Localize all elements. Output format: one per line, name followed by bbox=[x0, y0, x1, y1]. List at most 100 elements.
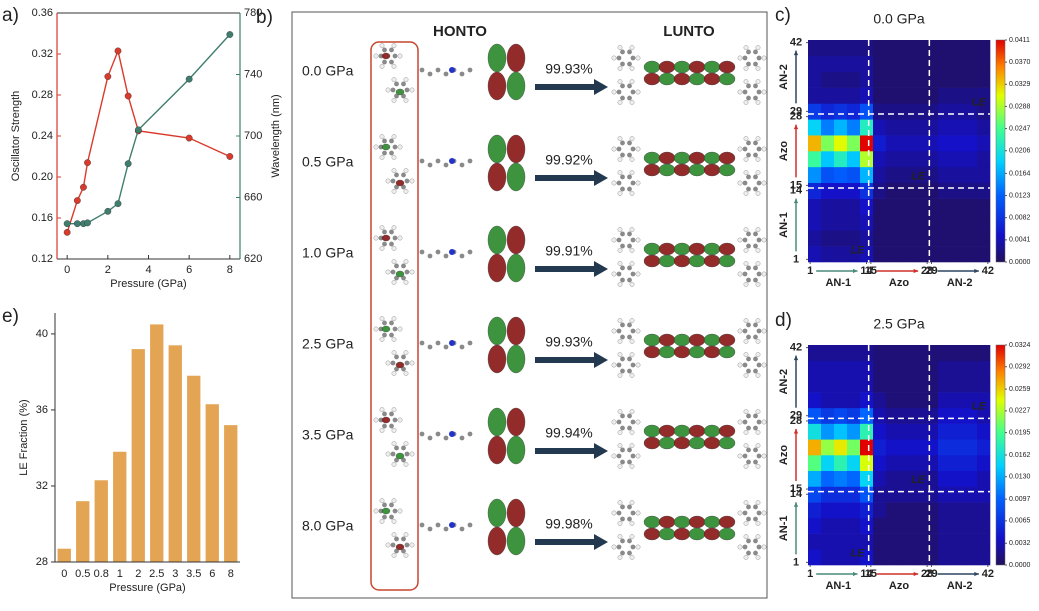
atom-c bbox=[392, 326, 398, 332]
atom-c bbox=[389, 411, 394, 417]
heatmap-cell bbox=[964, 182, 978, 199]
atom-c bbox=[382, 59, 387, 65]
orbital-lobe bbox=[643, 527, 661, 541]
bar bbox=[205, 404, 219, 562]
atom-h bbox=[737, 146, 743, 152]
heatmap-cell bbox=[860, 392, 874, 409]
atom-h bbox=[379, 407, 385, 413]
heatmap-cell bbox=[938, 103, 952, 120]
heatmap-cell bbox=[951, 151, 965, 168]
heatmap-cell bbox=[834, 55, 848, 73]
atom-h bbox=[761, 544, 767, 550]
atom-h bbox=[409, 360, 415, 366]
atom-h bbox=[617, 136, 623, 142]
orbital-lobe bbox=[688, 424, 706, 438]
arrow-head bbox=[852, 571, 858, 577]
atom-c bbox=[435, 67, 441, 73]
heatmap-cell bbox=[886, 135, 900, 152]
orbital-lobe bbox=[395, 179, 405, 187]
heatmap-cell bbox=[938, 40, 952, 57]
colorbar-tick-label: 0.0370 bbox=[1009, 59, 1031, 66]
x-tick-label: 1 bbox=[807, 265, 813, 277]
atom-c bbox=[753, 425, 758, 431]
annotation: LE bbox=[911, 170, 926, 182]
atom-c bbox=[742, 544, 748, 550]
colorbar-tick-label: 0.0041 bbox=[1009, 237, 1031, 244]
heatmap-cell bbox=[912, 230, 926, 247]
heatmap-cell bbox=[964, 423, 978, 440]
atom-h bbox=[755, 463, 761, 469]
orbital-lobe bbox=[718, 151, 736, 165]
atom-c bbox=[616, 328, 622, 334]
atom-h bbox=[743, 45, 749, 51]
heatmap-cell bbox=[821, 470, 835, 487]
orbital-lobe bbox=[487, 316, 507, 346]
atom-h bbox=[629, 500, 635, 506]
heatmap-cell bbox=[834, 119, 848, 136]
atom-h bbox=[617, 463, 623, 469]
heatmap-cell bbox=[964, 246, 978, 263]
heatmap-cell bbox=[860, 517, 874, 534]
heatmap-cell bbox=[808, 549, 822, 566]
heatmap-cell bbox=[912, 376, 926, 393]
heatmap-cell bbox=[925, 486, 939, 503]
heatmap-cell bbox=[860, 533, 874, 550]
atom-h bbox=[629, 45, 635, 51]
heatmap-cell bbox=[873, 376, 887, 393]
atom-h bbox=[761, 453, 767, 459]
heatmap-cell bbox=[938, 376, 952, 393]
heatmap-cell bbox=[951, 392, 965, 409]
group-label: AN-2 bbox=[947, 580, 973, 592]
heatmap-cell bbox=[977, 166, 991, 184]
atom-c bbox=[620, 356, 625, 362]
y-tick-label: 42 bbox=[790, 342, 802, 354]
atom-h bbox=[397, 235, 403, 241]
heatmap-cell bbox=[821, 87, 835, 104]
heatmap-cell bbox=[873, 230, 887, 247]
heatmap-cell bbox=[860, 151, 874, 168]
colorbar-tick-label: 0.0164 bbox=[1009, 170, 1031, 177]
heatmap-cell bbox=[808, 166, 822, 184]
series-point bbox=[104, 73, 112, 80]
orbital-lobe bbox=[506, 253, 526, 283]
heatmap-cell bbox=[925, 407, 939, 424]
atom-c bbox=[627, 334, 632, 340]
colorbar bbox=[995, 344, 1006, 566]
atom-h bbox=[761, 328, 767, 334]
orbital-lobe bbox=[688, 515, 706, 529]
atom-h bbox=[617, 65, 623, 71]
heatmap-cell bbox=[912, 502, 926, 519]
heatmap-cell bbox=[912, 135, 926, 152]
atom-h bbox=[403, 532, 409, 538]
series-point bbox=[185, 134, 193, 142]
heatmap-cell bbox=[951, 486, 965, 503]
atom-h bbox=[755, 338, 761, 344]
heatmap-cell bbox=[860, 166, 874, 184]
heatmap-cell bbox=[808, 182, 822, 199]
atom-h bbox=[391, 225, 397, 231]
atom-c bbox=[630, 89, 636, 95]
atom-h bbox=[743, 534, 749, 540]
heatmap-cell bbox=[912, 455, 926, 472]
atom-c bbox=[382, 502, 387, 508]
atom-c bbox=[627, 231, 632, 237]
atom-c bbox=[630, 544, 636, 550]
heatmap-cell bbox=[925, 345, 939, 362]
atom-c bbox=[742, 180, 748, 186]
atom-h bbox=[391, 552, 397, 558]
atom-h bbox=[743, 79, 749, 85]
atom-c bbox=[401, 445, 406, 451]
heatmap-cell bbox=[938, 455, 952, 472]
atom-c bbox=[630, 362, 636, 368]
annotation: LE bbox=[850, 244, 865, 256]
heatmap-cell bbox=[912, 119, 926, 136]
atom-c bbox=[404, 178, 410, 184]
heatmap-cell bbox=[860, 439, 874, 456]
atom-c bbox=[630, 328, 636, 334]
x-tick-label: 6 bbox=[209, 568, 215, 580]
atom-h bbox=[737, 544, 743, 550]
orbital-lobe bbox=[487, 435, 507, 465]
heatmap-cell bbox=[834, 345, 848, 362]
heatmap-cell bbox=[925, 360, 939, 377]
